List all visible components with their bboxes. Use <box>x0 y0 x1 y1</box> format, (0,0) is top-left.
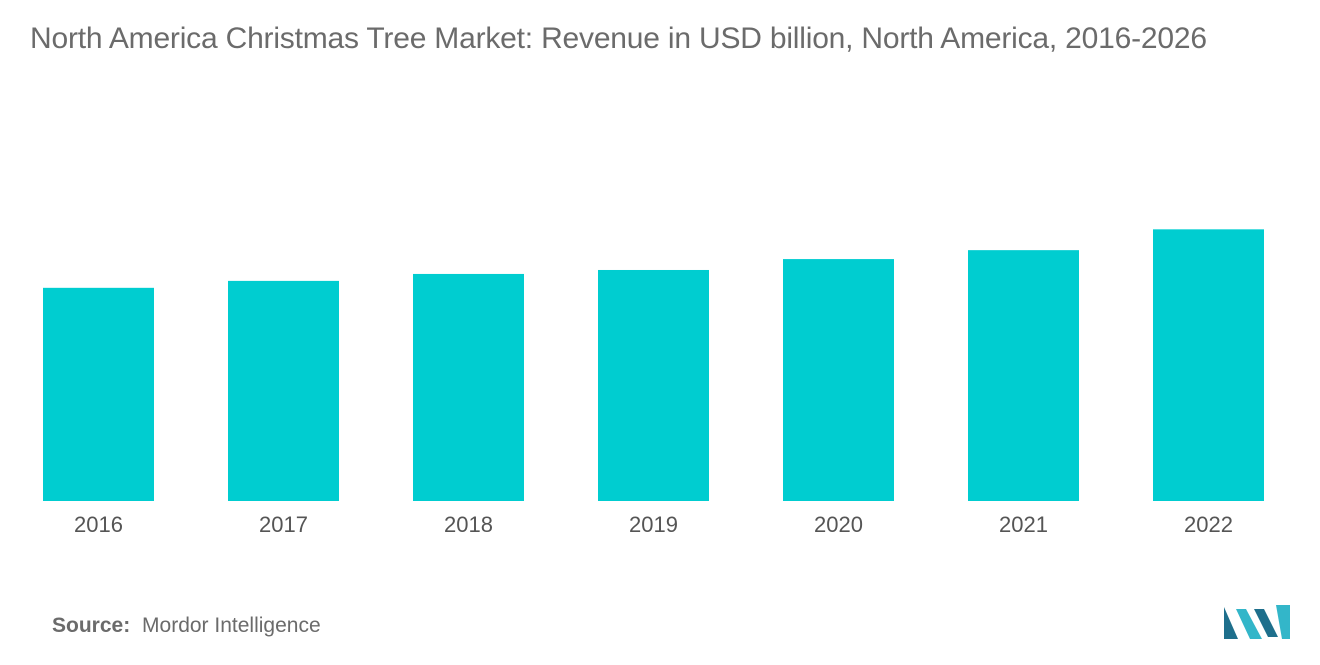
x-tick-label-2019: 2019 <box>629 512 678 537</box>
chart-title: North America Christmas Tree Market: Rev… <box>30 22 1207 55</box>
source-value: Mordor Intelligence <box>142 614 321 637</box>
x-tick-label-2021: 2021 <box>999 512 1048 537</box>
source-key: Source: <box>52 614 131 637</box>
x-tick-label-2020: 2020 <box>814 512 863 537</box>
bar-2016 <box>43 287 154 501</box>
bars-group <box>43 229 1264 501</box>
bar-2017 <box>228 280 339 501</box>
bar-2021 <box>968 250 1079 501</box>
source-note: Source: Mordor Intelligence <box>52 614 321 638</box>
x-tick-label-2016: 2016 <box>74 512 123 537</box>
bar-2020 <box>783 259 894 501</box>
x-tick-label-2018: 2018 <box>444 512 493 537</box>
x-tick-label-2017: 2017 <box>259 512 308 537</box>
x-tick-label-2022: 2022 <box>1184 512 1233 537</box>
bar-2018 <box>413 273 524 501</box>
x-axis-ticks: 2016 2017 2018 2019 2020 2021 2022 <box>74 512 1233 537</box>
bar-2019 <box>598 269 709 501</box>
bar-2022 <box>1153 229 1264 501</box>
mordor-intelligence-logo-icon <box>1224 605 1290 639</box>
